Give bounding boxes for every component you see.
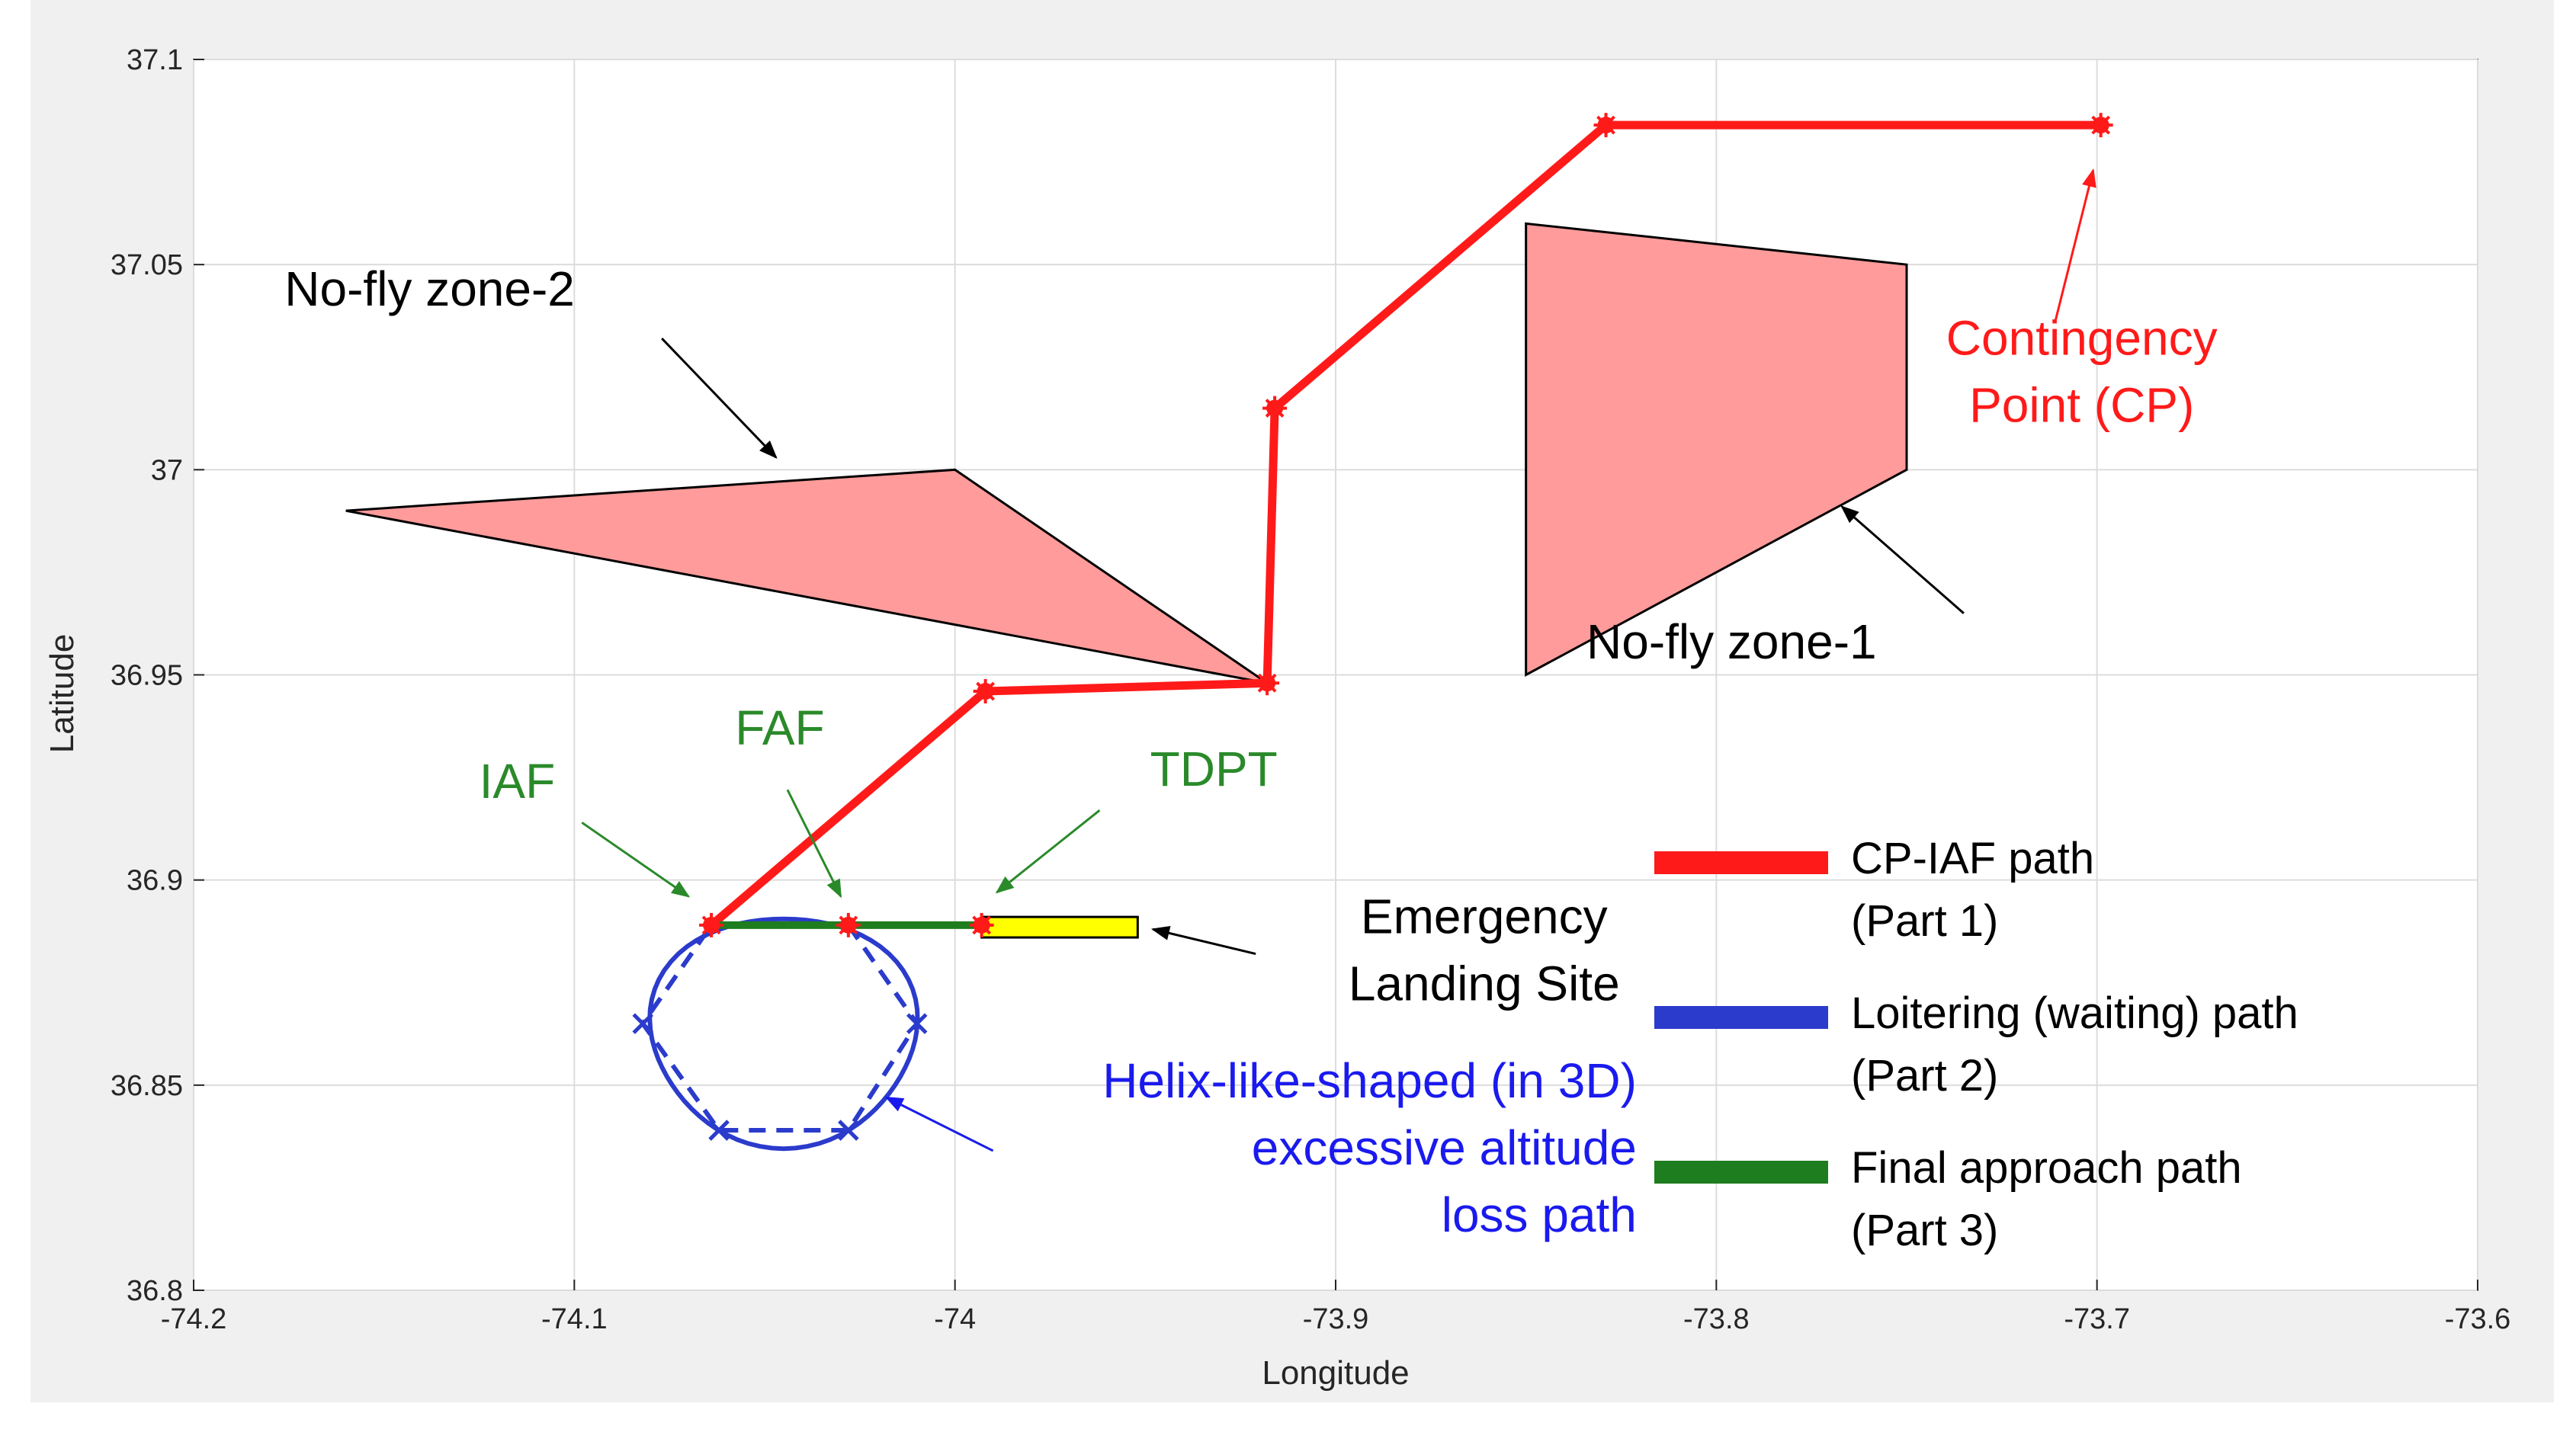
y-axis-ticks: 36.8 36.85 36.9 36.95 37 37.05 37.1: [111, 44, 204, 1307]
annotation-tdpt: TDPT: [995, 742, 1278, 894]
annotation-text: loss path: [1442, 1187, 1637, 1242]
annotation-faf: FAF: [735, 700, 842, 899]
annotation-arrow: [1150, 925, 1256, 956]
x-tick-label: -73.8: [1683, 1303, 1750, 1335]
waypoint-star: [1262, 396, 1288, 421]
legend-entry: Final approach path (Part 3): [1654, 1143, 2242, 1255]
no-fly-zone-polygon: [345, 468, 1268, 684]
x-tick-label: -73.6: [2445, 1303, 2511, 1335]
annotation-els: Emergency Landing Site: [1150, 889, 1620, 1011]
legend-label: (Part 2): [1851, 1051, 1998, 1101]
waypoint-markers: [632, 113, 2113, 1141]
x-tick-label: -74.2: [161, 1303, 227, 1335]
x-tick-label: -73.9: [1303, 1303, 1369, 1335]
waypoint-marker: [836, 912, 861, 937]
waypoint-marker: [1255, 671, 1280, 696]
annotation-arrow: [995, 809, 1101, 894]
x-tick-label: -74.1: [541, 1303, 608, 1335]
waypoint-star: [973, 679, 998, 704]
no-fly-zone-polygon: [1525, 222, 1908, 678]
y-tick-label: 36.95: [111, 660, 183, 692]
legend-swatch: [1654, 1161, 1828, 1184]
x-axis-ticks: -74.2 -74.1 -74 -73.9 -73.8 -73.7 -73.6: [161, 1280, 2511, 1335]
y-tick-label: 36.9: [127, 865, 183, 897]
loiter-x-marker: [906, 1013, 928, 1034]
annotation-text: excessive altitude: [1252, 1120, 1637, 1175]
y-axis-label: Latitude: [43, 634, 81, 754]
legend: CP-IAF path (Part 1) Loitering (waiting) p…: [1654, 834, 2299, 1255]
legend-entry: CP-IAF path (Part 1): [1654, 834, 2094, 946]
waypoint-star: [2088, 113, 2113, 138]
legend-label: (Part 3): [1851, 1206, 1998, 1255]
y-tick-label: 37.1: [127, 44, 183, 76]
waypoint-star: [699, 912, 724, 937]
legend-entry: Loitering (waiting) path (Part 2): [1654, 988, 2299, 1101]
waypoint-marker: [973, 679, 998, 704]
landing-site-rect: [980, 915, 1139, 939]
loiter-x-marker: [708, 1120, 730, 1141]
x-tick-label: -74: [934, 1303, 976, 1335]
annotation-helix: Helix-like-shaped (in 3D) excessive altit…: [884, 1053, 1637, 1242]
waypoint-marker: [1593, 113, 1618, 138]
annotation-arrow: [884, 1096, 994, 1152]
annotation-text: IAF: [480, 754, 556, 809]
annotation-text: Emergency: [1361, 889, 1608, 944]
y-tick-label: 36.85: [111, 1070, 183, 1102]
landing-site: [980, 915, 1139, 939]
annotation-arrow: [2054, 168, 2096, 322]
waypoint-marker: [969, 912, 994, 937]
annotation-nfz1: No-fly zone-1: [1586, 505, 1965, 669]
annotation-iaf: IAF: [480, 754, 691, 898]
waypoint-marker: [1262, 396, 1288, 421]
annotation-text: No-fly zone-2: [284, 261, 575, 316]
waypoint-marker: [2088, 113, 2113, 138]
waypoint-star: [969, 912, 994, 937]
x-tick-label: -73.7: [2064, 1303, 2130, 1335]
y-tick-label: 36.8: [127, 1275, 183, 1307]
annotation-text: Point (CP): [1969, 378, 2194, 433]
legend-label: CP-IAF path: [1851, 834, 2094, 883]
annotation-cp: Contingency Point (CP): [1946, 168, 2218, 433]
y-tick-label: 37: [151, 454, 183, 486]
waypoint-marker: [699, 912, 724, 937]
annotation-text: Contingency: [1946, 311, 2218, 366]
annotation-arrow: [786, 789, 842, 899]
annotation-text: Helix-like-shaped (in 3D): [1102, 1053, 1637, 1108]
annotations: No-fly zone-2 No-fly zone-1 Contingency Poi…: [284, 168, 2218, 1242]
loiter-x-marker: [838, 1120, 859, 1141]
cp-iaf-path: [707, 120, 2106, 930]
legend-label: (Part 1): [1851, 896, 1998, 946]
legend-swatch: [1654, 851, 1828, 874]
legend-swatch: [1654, 1006, 1828, 1029]
y-tick-label: 37.05: [111, 249, 183, 281]
grid: [193, 59, 2478, 1291]
waypoint-star: [1255, 671, 1280, 696]
annotation-nfz2: No-fly zone-2: [284, 261, 778, 459]
annotation-arrow: [581, 822, 691, 898]
annotation-text: No-fly zone-1: [1586, 614, 1877, 669]
annotation-arrow: [1840, 505, 1965, 614]
legend-label: Final approach path: [1851, 1143, 2242, 1193]
legend-label: Loitering (waiting) path: [1851, 988, 2299, 1038]
waypoint-star: [836, 912, 861, 937]
no-fly-zones: [345, 222, 1908, 684]
annotation-arrow: [661, 338, 778, 459]
loiter-x-marker: [632, 1013, 653, 1034]
annotation-text: Landing Site: [1349, 956, 1620, 1011]
annotation-text: TDPT: [1150, 742, 1278, 796]
x-axis-label: Longitude: [1262, 1354, 1409, 1392]
waypoint-star: [1593, 113, 1618, 138]
annotation-text: FAF: [735, 700, 824, 755]
